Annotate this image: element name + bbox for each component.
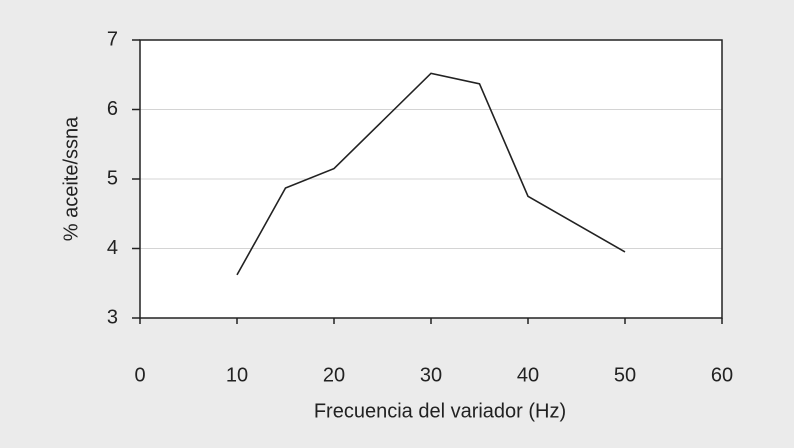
data-line (236, 72, 626, 276)
x-tick-label: 0 (134, 364, 145, 386)
y-tick-label: 7 (107, 28, 118, 50)
y-tick-label: 6 (107, 98, 118, 120)
y-tick-label: 3 (107, 306, 118, 328)
x-tick-label: 60 (711, 364, 733, 386)
x-tick-label: 50 (614, 364, 636, 386)
plot-border (139, 39, 723, 319)
x-tick-label: 10 (226, 364, 248, 386)
x-tick-label: 20 (323, 364, 345, 386)
y-axis-label: % aceite/ssna (60, 116, 82, 241)
x-tick-label: 30 (420, 364, 442, 386)
y-tick-label: 5 (107, 167, 118, 189)
x-axis-label: Frecuencia del variador (Hz) (314, 400, 566, 422)
y-tick-label: 4 (107, 237, 118, 259)
x-tick-label: 40 (517, 364, 539, 386)
